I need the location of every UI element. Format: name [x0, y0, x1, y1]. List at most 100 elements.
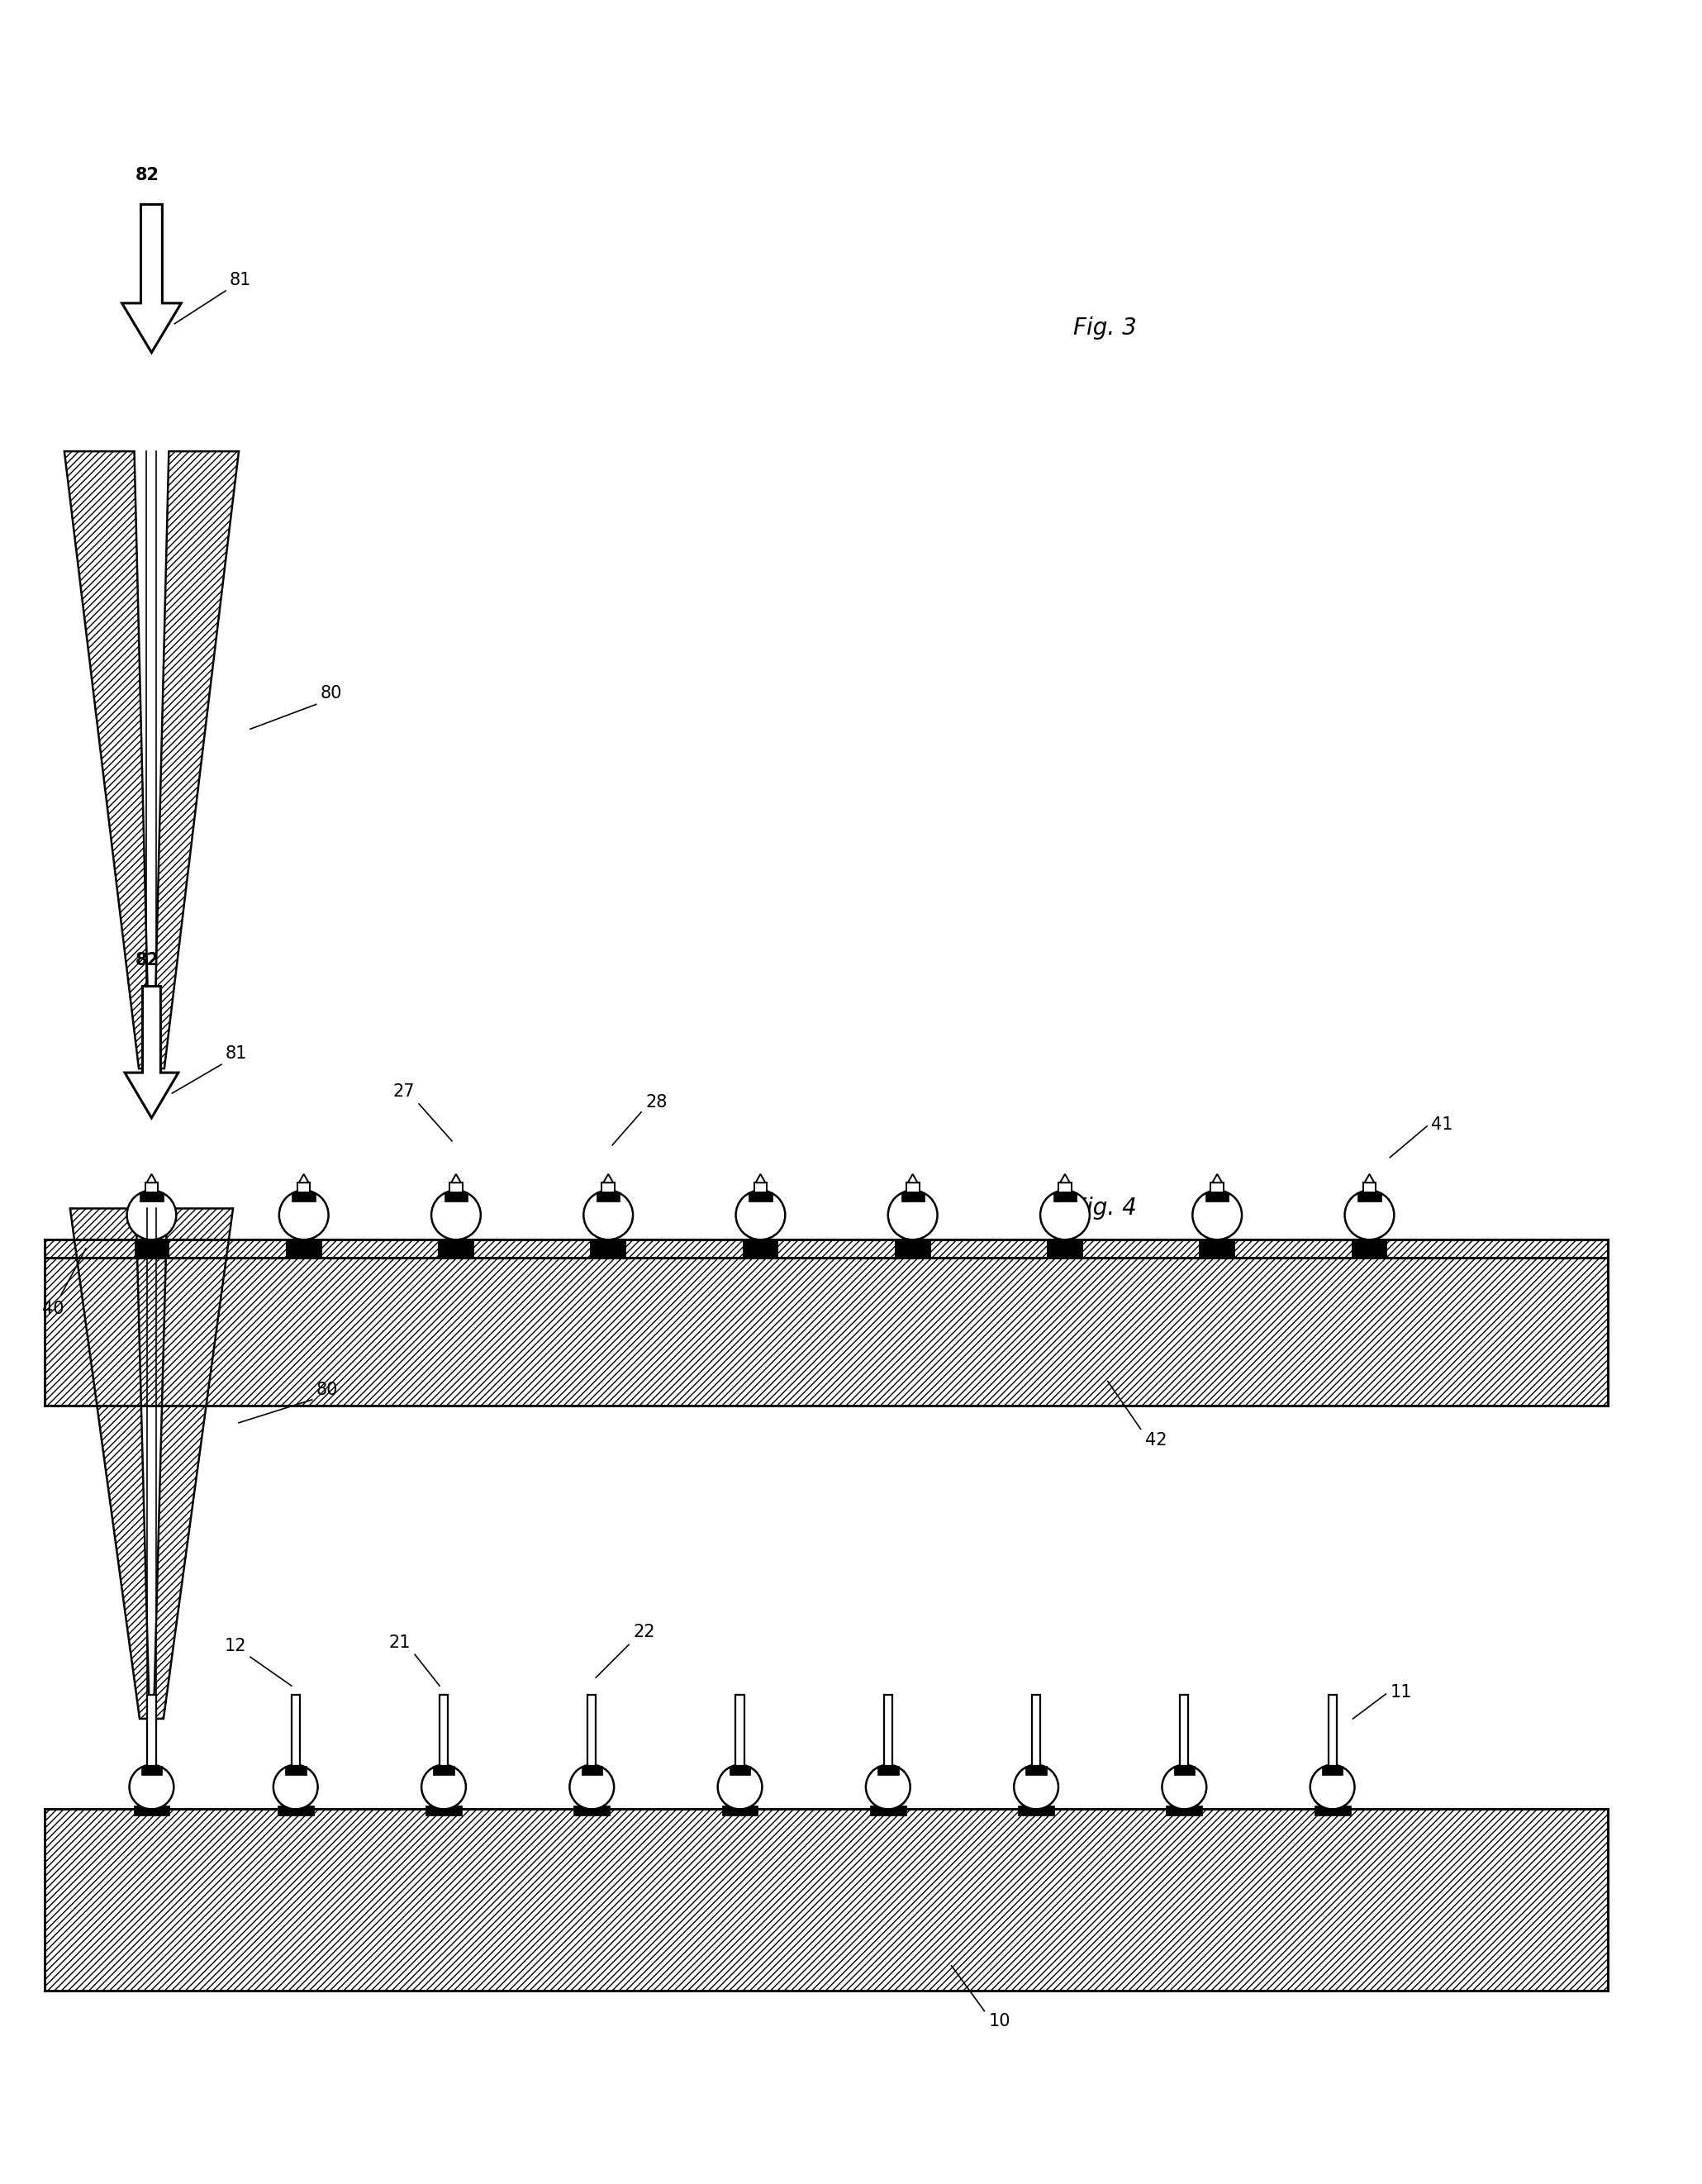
Bar: [1174, 1767, 1195, 1776]
Bar: [322, 1241, 439, 1258]
Circle shape: [584, 1190, 633, 1241]
Polygon shape: [300, 1175, 308, 1184]
Bar: [744, 1241, 778, 1258]
Polygon shape: [1060, 1175, 1071, 1184]
Bar: [133, 1806, 170, 1815]
Bar: [1179, 1695, 1188, 1767]
Bar: [1363, 1184, 1375, 1192]
Bar: [870, 1806, 905, 1815]
Text: 42: 42: [1145, 1433, 1166, 1448]
Bar: [140, 1192, 163, 1201]
Text: 80: 80: [317, 1382, 339, 1398]
Bar: [626, 1241, 744, 1258]
Bar: [1387, 1241, 1608, 1258]
Polygon shape: [153, 1208, 233, 1719]
Circle shape: [735, 1190, 785, 1241]
Bar: [439, 1695, 448, 1767]
Bar: [1031, 1695, 1040, 1767]
Bar: [1200, 1241, 1234, 1258]
Bar: [449, 1184, 463, 1192]
Circle shape: [431, 1190, 480, 1241]
Circle shape: [1162, 1765, 1207, 1808]
Bar: [444, 1192, 468, 1201]
Bar: [749, 1192, 773, 1201]
Circle shape: [1345, 1190, 1394, 1241]
Polygon shape: [146, 1175, 157, 1184]
Text: Fig. 4: Fig. 4: [1074, 1197, 1137, 1221]
Text: 28: 28: [645, 1094, 667, 1109]
Bar: [1018, 1806, 1054, 1815]
Bar: [277, 1806, 313, 1815]
Bar: [1210, 1184, 1224, 1192]
Circle shape: [866, 1765, 911, 1808]
Polygon shape: [1365, 1175, 1374, 1184]
Bar: [291, 1695, 300, 1767]
Text: 82: 82: [136, 168, 160, 183]
Bar: [426, 1806, 461, 1815]
Bar: [1314, 1806, 1350, 1815]
Circle shape: [1040, 1190, 1089, 1241]
Bar: [878, 1767, 899, 1776]
Bar: [286, 1241, 322, 1258]
Text: 81: 81: [226, 1046, 247, 1061]
Text: 40: 40: [43, 1302, 63, 1317]
Bar: [439, 1241, 473, 1258]
Bar: [900, 1192, 924, 1201]
Bar: [574, 1806, 609, 1815]
Circle shape: [718, 1765, 762, 1808]
Text: 80: 80: [320, 686, 342, 701]
Bar: [883, 1695, 892, 1767]
Bar: [1234, 1241, 1351, 1258]
Bar: [735, 1695, 744, 1767]
Bar: [905, 1184, 919, 1192]
Circle shape: [129, 1765, 174, 1808]
Circle shape: [274, 1765, 318, 1808]
Circle shape: [1311, 1765, 1355, 1808]
Polygon shape: [123, 205, 180, 352]
Bar: [1351, 1241, 1387, 1258]
Bar: [596, 1192, 620, 1201]
Circle shape: [1193, 1190, 1242, 1241]
Text: 11: 11: [1391, 1684, 1413, 1701]
Polygon shape: [124, 987, 179, 1118]
Bar: [1322, 1767, 1343, 1776]
Polygon shape: [603, 1175, 613, 1184]
Bar: [1328, 1695, 1336, 1767]
Circle shape: [128, 1190, 177, 1241]
Bar: [1358, 1192, 1380, 1201]
Bar: [473, 1241, 591, 1258]
Bar: [148, 1695, 157, 1767]
Polygon shape: [153, 452, 238, 1068]
Bar: [1166, 1806, 1202, 1815]
Bar: [929, 1241, 1048, 1258]
Circle shape: [570, 1765, 614, 1808]
Bar: [895, 1241, 929, 1258]
Polygon shape: [451, 1175, 461, 1184]
Circle shape: [888, 1190, 938, 1241]
Text: 27: 27: [393, 1083, 415, 1101]
Bar: [284, 1767, 306, 1776]
Polygon shape: [1212, 1175, 1222, 1184]
Bar: [587, 1695, 596, 1767]
Polygon shape: [756, 1175, 766, 1184]
Bar: [1059, 1184, 1071, 1192]
Circle shape: [279, 1190, 328, 1241]
Bar: [1205, 1192, 1229, 1201]
Bar: [1048, 1241, 1082, 1258]
Bar: [582, 1767, 603, 1776]
Polygon shape: [70, 1208, 150, 1719]
Bar: [1026, 1767, 1047, 1776]
Bar: [591, 1241, 626, 1258]
Bar: [141, 1767, 162, 1776]
Text: Fig. 3: Fig. 3: [1074, 317, 1137, 339]
Bar: [168, 1241, 286, 1258]
Polygon shape: [65, 452, 150, 1068]
Bar: [44, 1258, 1608, 1406]
Polygon shape: [907, 1175, 917, 1184]
Circle shape: [1014, 1765, 1059, 1808]
Text: 10: 10: [989, 2014, 1011, 2029]
Bar: [298, 1184, 310, 1192]
Bar: [44, 1808, 1608, 1990]
Text: 81: 81: [230, 271, 252, 288]
Circle shape: [422, 1765, 466, 1808]
